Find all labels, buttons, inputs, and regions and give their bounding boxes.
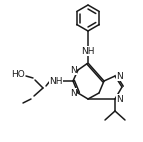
Text: N: N [116,94,123,104]
Text: NH: NH [49,77,63,85]
Text: N: N [70,65,77,75]
Text: HO: HO [11,69,25,79]
Text: NH: NH [81,46,95,56]
Text: N: N [70,88,77,98]
Text: N: N [116,72,123,81]
